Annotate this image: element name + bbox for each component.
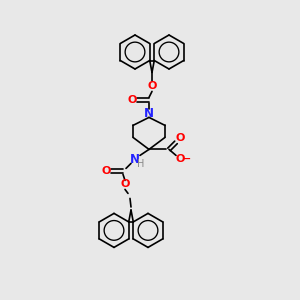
Text: O: O — [175, 154, 185, 164]
Text: H: H — [137, 159, 145, 170]
Text: O: O — [127, 95, 137, 105]
Text: O: O — [101, 167, 111, 176]
Text: O: O — [147, 81, 157, 92]
Text: O: O — [120, 179, 130, 189]
Text: O: O — [175, 134, 185, 143]
Text: N: N — [130, 153, 140, 166]
Text: N: N — [144, 107, 154, 120]
Text: −: − — [183, 153, 191, 164]
